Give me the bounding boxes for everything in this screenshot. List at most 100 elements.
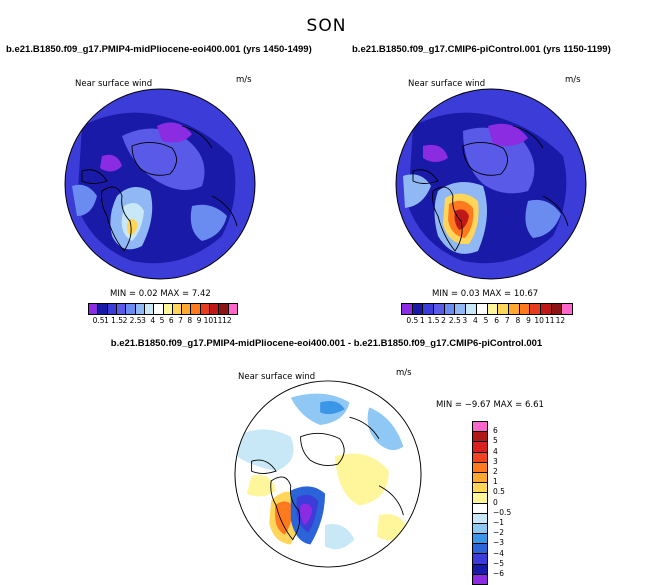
colorbar-swatch — [191, 304, 201, 314]
colorbar-swatch — [498, 304, 509, 314]
panel-2-min-max: MIN = 0.03 MAX = 10.67 — [432, 289, 539, 299]
colorbar-swatch — [228, 304, 237, 314]
colorbar-swatch — [473, 513, 487, 524]
colorbar-swatch — [444, 304, 456, 314]
panel-3-colorbar — [472, 421, 488, 585]
panel-3-title: b.e21.B1850.f09_g17.PMIP4-midPliocene-eo… — [110, 338, 543, 349]
colorbar-tick-label: 11 — [544, 316, 555, 325]
colorbar-tick-label: 3 — [493, 456, 498, 466]
colorbar-tick-label: 12 — [222, 316, 232, 325]
colorbar-swatch — [473, 422, 487, 433]
panel-3-units-label: m/s — [396, 368, 412, 378]
panel-1-colorbar — [88, 303, 238, 315]
colorbar-tick-label: 3 — [462, 316, 468, 325]
colorbar-swatch — [473, 503, 487, 514]
colorbar-swatch — [107, 304, 117, 314]
colorbar-tick-label: 8 — [515, 316, 521, 325]
colorbar-tick-label: −0.5 — [493, 507, 512, 517]
colorbar-tick-label: −6 — [493, 569, 505, 578]
colorbar-tick-label: 9 — [526, 316, 531, 325]
colorbar-tick-label: 1 — [419, 316, 425, 325]
colorbar-swatch — [473, 472, 487, 484]
colorbar-swatch — [473, 554, 487, 565]
colorbar-swatch — [423, 304, 435, 314]
panel-1-variable-label: Near surface wind — [75, 79, 153, 89]
colorbar-tick-label: 5 — [159, 316, 165, 325]
panel-3-variable-label: Near surface wind — [238, 372, 316, 382]
colorbar-swatch — [135, 304, 145, 314]
colorbar-swatch — [163, 304, 173, 314]
colorbar-tick-label: 1 — [104, 316, 109, 325]
colorbar-swatch — [89, 304, 99, 314]
panel-1-polar-map — [64, 88, 256, 280]
panel-3-polar-map — [234, 380, 422, 568]
colorbar-swatch — [144, 304, 155, 314]
colorbar-tick-label: 11 — [212, 316, 223, 325]
colorbar-swatch — [473, 452, 487, 463]
panel-2-variable-label: Near surface wind — [408, 79, 486, 89]
panel-1-title: b.e21.B1850.f09_g17.PMIP4-midPliocene-eo… — [6, 44, 312, 55]
colorbar-tick-label: 2 — [441, 316, 446, 325]
panel-2-polar-map — [395, 88, 587, 280]
colorbar-tick-label: −5 — [493, 558, 505, 568]
colorbar-swatch — [473, 544, 487, 555]
colorbar-swatch — [487, 304, 499, 314]
colorbar-swatch — [473, 442, 487, 453]
colorbar-swatch — [210, 304, 220, 314]
colorbar-tick-label: 2.5 — [129, 316, 142, 325]
colorbar-swatch — [473, 564, 487, 575]
colorbar-swatch — [473, 432, 487, 443]
colorbar-swatch — [200, 304, 211, 314]
colorbar-tick-label: 2.5 — [448, 316, 461, 325]
colorbar-tick-label: 7 — [504, 316, 510, 325]
colorbar-tick-label: 4 — [472, 316, 478, 325]
colorbar-swatch — [473, 523, 487, 535]
colorbar-swatch — [473, 462, 487, 473]
colorbar-swatch — [473, 493, 487, 504]
colorbar-swatch — [519, 304, 531, 314]
colorbar-tick-label: 0.5 — [92, 316, 105, 325]
colorbar-swatch — [466, 304, 477, 314]
colorbar-tick-label: 10 — [534, 316, 544, 325]
colorbar-swatch — [508, 304, 520, 314]
colorbar-swatch — [126, 304, 136, 314]
panel-2-title: b.e21.B1850.f09_g17.CMIP6-piControl.001 … — [352, 44, 611, 55]
colorbar-tick-label: −4 — [493, 548, 505, 558]
panel-1-colorbar-ticks: 0.5 1 1.5 2 2.5 3 4 5 6 7 8 9 10 11 12 — [88, 316, 241, 325]
colorbar-swatch — [455, 304, 467, 314]
colorbar-swatch — [434, 304, 445, 314]
colorbar-tick-label: 4 — [493, 446, 498, 456]
colorbar-tick-label: 0.5 — [406, 316, 419, 325]
colorbar-swatch — [182, 304, 192, 314]
colorbar-swatch — [562, 304, 572, 314]
colorbar-swatch — [402, 304, 413, 314]
colorbar-swatch — [219, 304, 229, 314]
colorbar-tick-label: 5 — [483, 316, 489, 325]
colorbar-tick-label: −2 — [493, 528, 505, 538]
colorbar-swatch — [540, 304, 552, 314]
colorbar-swatch — [551, 304, 563, 314]
colorbar-swatch — [473, 574, 487, 584]
colorbar-swatch — [116, 304, 127, 314]
colorbar-tick-label: 2 — [122, 316, 128, 325]
panel-2-colorbar-ticks: 0.5 1 1.5 2 2.5 3 4 5 6 7 8 9 10 11 12 — [401, 316, 576, 325]
colorbar-tick-label: 8 — [187, 316, 193, 325]
colorbar-tick-label: −1 — [493, 518, 505, 527]
panel-3-min-max: MIN = −9.67 MAX = 6.61 — [436, 400, 544, 410]
colorbar-tick-label: 10 — [203, 316, 214, 325]
panel-1-min-max: MIN = 0.02 MAX = 7.42 — [110, 289, 211, 299]
colorbar-swatch — [172, 304, 183, 314]
colorbar-tick-label: 0 — [493, 497, 498, 507]
colorbar-tick-label: 5 — [493, 436, 498, 446]
colorbar-tick-label: 6 — [494, 316, 500, 325]
panel-1-units-label: m/s — [236, 75, 252, 85]
panel-2-units-label: m/s — [565, 75, 581, 85]
colorbar-tick-label: 9 — [196, 316, 202, 325]
colorbar-tick-label: 6 — [493, 426, 498, 436]
colorbar-tick-label: 2 — [493, 467, 498, 476]
colorbar-tick-label: 7 — [178, 316, 183, 325]
colorbar-tick-label: 6 — [168, 316, 174, 325]
colorbar-swatch — [412, 304, 424, 314]
colorbar-swatch — [154, 304, 164, 314]
colorbar-tick-label: 1.5 — [427, 316, 440, 325]
